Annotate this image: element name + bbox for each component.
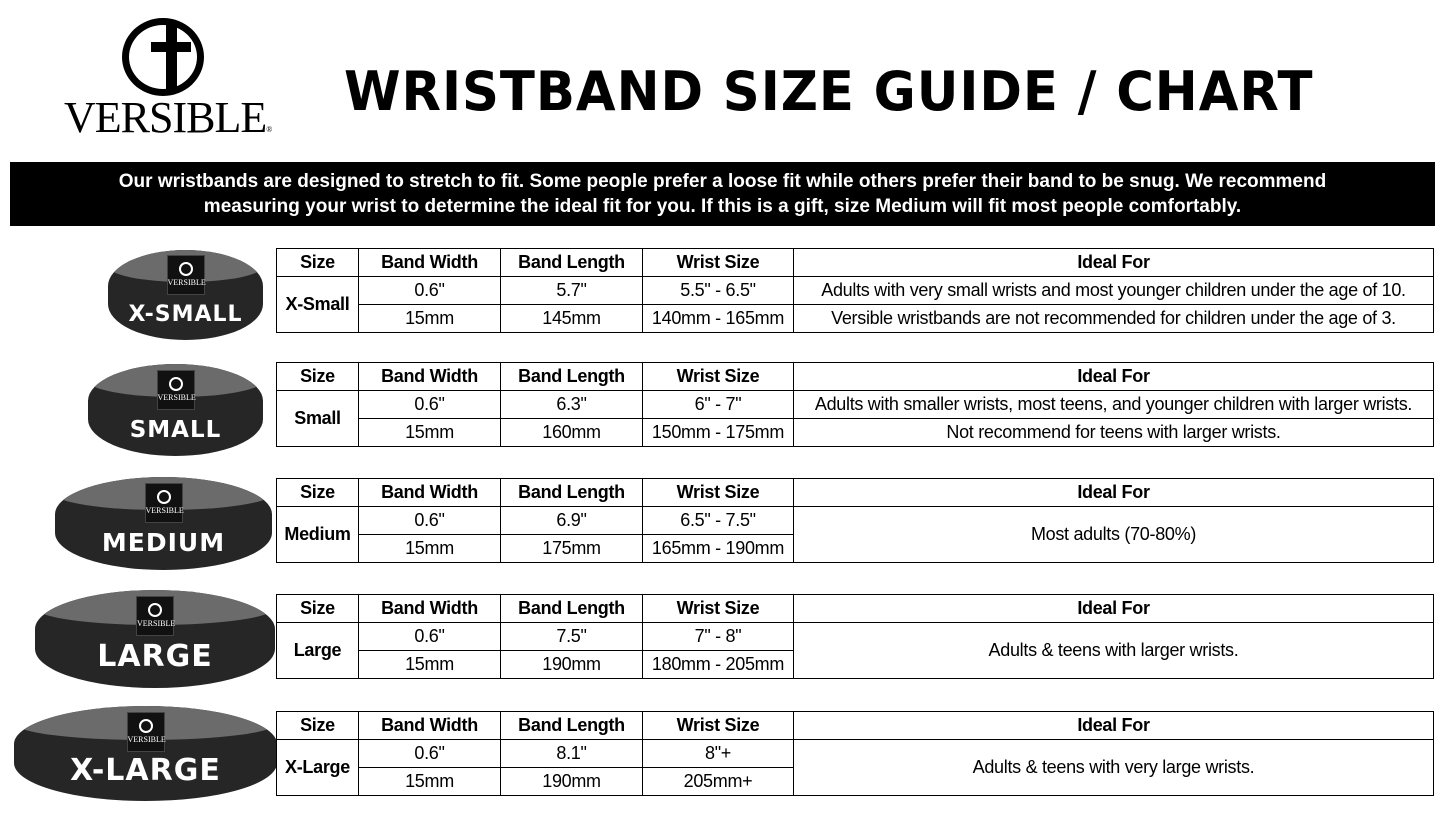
versible-tag-icon: VERSIBLE (126, 711, 166, 752)
wristband-image: VERSIBLE LARGE (35, 590, 275, 688)
wristband-image: VERSIBLE SMALL (88, 364, 263, 456)
size-cell: Small (276, 390, 359, 447)
wristband-image: VERSIBLE MEDIUM (55, 477, 272, 570)
size-table: Size Band Width Band Length Wrist Size I… (276, 248, 1434, 333)
size-table: Size Band Width Band Length Wrist Size I… (276, 711, 1434, 796)
ideal-for-cell: Adults & teens with larger wrists. (793, 622, 1434, 679)
cross-icon (122, 18, 204, 96)
table-row: X-Small 0.6" 5.7" 5.5" - 6.5" Adults wit… (276, 276, 1434, 333)
ideal-for-cell: Adults with very small wrists and most y… (793, 276, 1434, 305)
size-cell: Medium (276, 506, 359, 563)
size-table: Size Band Width Band Length Wrist Size I… (276, 362, 1434, 447)
table-row: X-Large 0.6" 8.1" 8"+ Adults & teens wit… (276, 739, 1434, 796)
size-table: Size Band Width Band Length Wrist Size I… (276, 478, 1434, 563)
table-row: 15mm 190mm 205mm+ (277, 767, 1434, 796)
size-cell: X-Small (276, 276, 359, 333)
versible-logo: VERSIBLE® (60, 14, 272, 142)
table-header-row: Size Band Width Band Length Wrist Size I… (276, 478, 1434, 507)
band-size-label: LARGE (97, 639, 213, 675)
ideal-for-cell: Adults with smaller wrists, most teens, … (793, 390, 1434, 419)
ideal-for-cell: Most adults (70-80%) (793, 506, 1434, 563)
ideal-for-cell: Adults & teens with very large wrists. (793, 739, 1434, 796)
versible-tag-icon: VERSIBLE (144, 482, 184, 523)
band-size-label: MEDIUM (101, 527, 226, 557)
band-size-label: X-LARGE (70, 752, 221, 788)
table-row: Medium 0.6" 6.9" 6.5" - 7.5" Most adults… (276, 506, 1434, 563)
table-header-row: Size Band Width Band Length Wrist Size I… (276, 248, 1434, 277)
page-title: WRISTBAND SIZE GUIDE / CHART (344, 60, 1314, 123)
versible-tag-icon: VERSIBLE (156, 369, 196, 410)
size-cell: X-Large (276, 739, 359, 796)
size-cell: Large (276, 622, 359, 679)
wristband-image: VERSIBLE X-LARGE (14, 706, 277, 801)
size-table: Size Band Width Band Length Wrist Size I… (276, 594, 1434, 679)
ideal-for-cell: Not recommend for teens with larger wris… (793, 418, 1434, 447)
table-row: Small 0.6" 6.3" 6" - 7" Adults with smal… (276, 390, 1434, 447)
table-header-row: Size Band Width Band Length Wrist Size I… (276, 711, 1434, 740)
wristband-image: VERSIBLE X-SMALL (108, 250, 263, 340)
table-row: 15mm 190mm 180mm - 205mm (277, 650, 1434, 679)
band-size-label: SMALL (129, 417, 222, 444)
table-row: 15mm 175mm 165mm - 190mm (277, 534, 1434, 563)
info-banner: Our wristbands are designed to stretch t… (10, 162, 1435, 226)
table-header-row: Size Band Width Band Length Wrist Size I… (276, 594, 1434, 623)
table-row: Large 0.6" 7.5" 7" - 8" Adults & teens w… (276, 622, 1434, 679)
table-row: 15mm 145mm 140mm - 165mm Versible wristb… (277, 304, 1434, 333)
band-size-label: X-SMALL (128, 302, 243, 328)
ideal-for-cell: Versible wristbands are not recommended … (793, 304, 1434, 333)
brand-name: VERSIBLE (64, 93, 267, 142)
table-row: 15mm 160mm 150mm - 175mm Not recommend f… (277, 418, 1434, 447)
versible-tag-icon: VERSIBLE (136, 595, 175, 636)
versible-tag-icon: VERSIBLE (166, 255, 206, 296)
table-header-row: Size Band Width Band Length Wrist Size I… (276, 362, 1434, 391)
